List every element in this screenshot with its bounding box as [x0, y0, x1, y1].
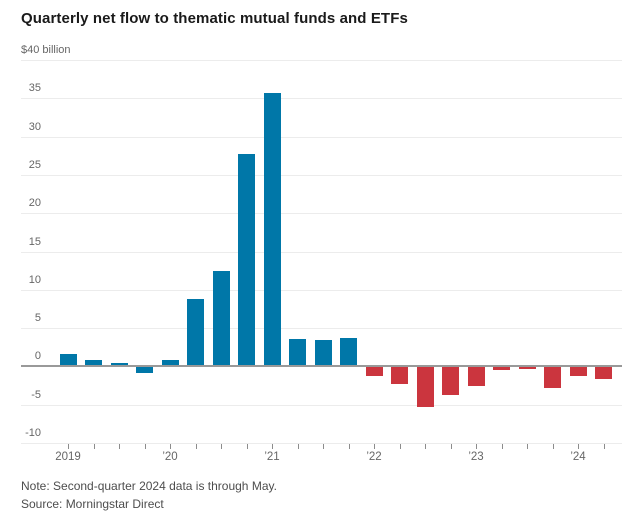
gridline [21, 98, 622, 100]
bar-2021-q1 [263, 92, 281, 367]
gridline [21, 289, 622, 291]
x-axis-tick [501, 444, 503, 449]
bar-2024-q2 [595, 366, 612, 380]
bar-2023-q3 [518, 366, 536, 370]
x-axis-tick [246, 444, 248, 449]
x-axis-year-label: ’22 [366, 451, 382, 463]
gridline [21, 404, 622, 406]
bar-2020-q1 [161, 360, 179, 367]
zero-baseline [21, 365, 622, 368]
bar-2021-q3 [314, 339, 332, 367]
x-axis-tick [221, 444, 222, 449]
bar-2022-q3 [416, 366, 434, 407]
bar-2023-q2 [493, 366, 510, 371]
bar-2021-q2 [289, 338, 306, 367]
gridline [21, 251, 622, 253]
y-axis-tick-label: 15 [28, 235, 41, 248]
y-axis-tick-label: -10 [25, 427, 41, 439]
x-axis-tick [374, 444, 375, 449]
bar-2022-q4 [442, 366, 459, 396]
chart-source: Source: Morningstar Direct [21, 497, 164, 511]
x-axis-year-label: ’24 [570, 451, 586, 463]
bar-2020-q2 [187, 298, 204, 367]
x-axis-tick [450, 444, 452, 449]
x-axis-tick [603, 444, 605, 449]
bar-2019-q3 [110, 363, 128, 367]
chart-title: Quarterly net flow to thematic mutual fu… [21, 10, 408, 27]
x-axis-tick [297, 444, 299, 449]
bar-2023-q4 [544, 366, 561, 388]
bar-2023-q1 [467, 366, 485, 387]
x-axis-year-label: ’20 [162, 451, 178, 463]
x-axis-tick [119, 444, 120, 449]
y-axis-tick-label: 35 [28, 82, 41, 95]
x-axis-tick [323, 444, 324, 449]
gridline [21, 60, 622, 61]
gridline [21, 328, 622, 330]
x-axis-tick [195, 444, 197, 449]
x-axis-tick [272, 444, 273, 449]
x-axis-year-label: ’23 [468, 451, 484, 463]
bar-2019-q1 [59, 354, 77, 367]
bar-2020-q3 [212, 271, 230, 367]
x-axis-tick [170, 444, 171, 449]
gridline [21, 174, 622, 176]
y-axis-tick-label: 0 [34, 350, 41, 363]
bar-2022-q1 [365, 366, 383, 376]
x-axis-tick [578, 444, 579, 449]
gridline [21, 443, 622, 444]
x-axis-tick [527, 444, 528, 449]
y-axis-tick-label: 30 [28, 120, 41, 133]
y-axis-tick-label: -5 [31, 388, 41, 401]
x-axis-tick [399, 444, 401, 449]
y-axis-tick-label: 25 [28, 158, 41, 171]
y-axis-tick-label: 5 [34, 312, 41, 325]
x-axis-tick [425, 444, 426, 449]
x-axis-tick [476, 444, 477, 449]
bar-2020-q4 [238, 154, 255, 367]
y-axis-tick-label: 10 [28, 273, 41, 286]
gridline [21, 213, 622, 215]
bar-2021-q4 [340, 338, 357, 367]
chart-footer: Note: Second-quarter 2024 data is throug… [21, 477, 277, 513]
gridline [21, 136, 622, 138]
x-axis-year-label: ’21 [264, 451, 280, 463]
y-axis-tick-label: 20 [28, 197, 41, 210]
x-axis-tick [552, 444, 554, 449]
x-axis-tick [348, 444, 350, 449]
x-axis-tick [68, 444, 69, 449]
bar-2019-q2 [85, 359, 102, 367]
bar-2022-q2 [391, 366, 408, 384]
x-axis-year-label: 2019 [55, 451, 81, 463]
y-axis-unit-label: $40 billion [21, 44, 71, 56]
bar-2019-q4 [136, 366, 153, 374]
x-axis-tick [144, 444, 146, 449]
bar-2024-q1 [569, 366, 587, 376]
x-axis-tick [93, 444, 95, 449]
chart-note: Note: Second-quarter 2024 data is throug… [21, 479, 277, 493]
